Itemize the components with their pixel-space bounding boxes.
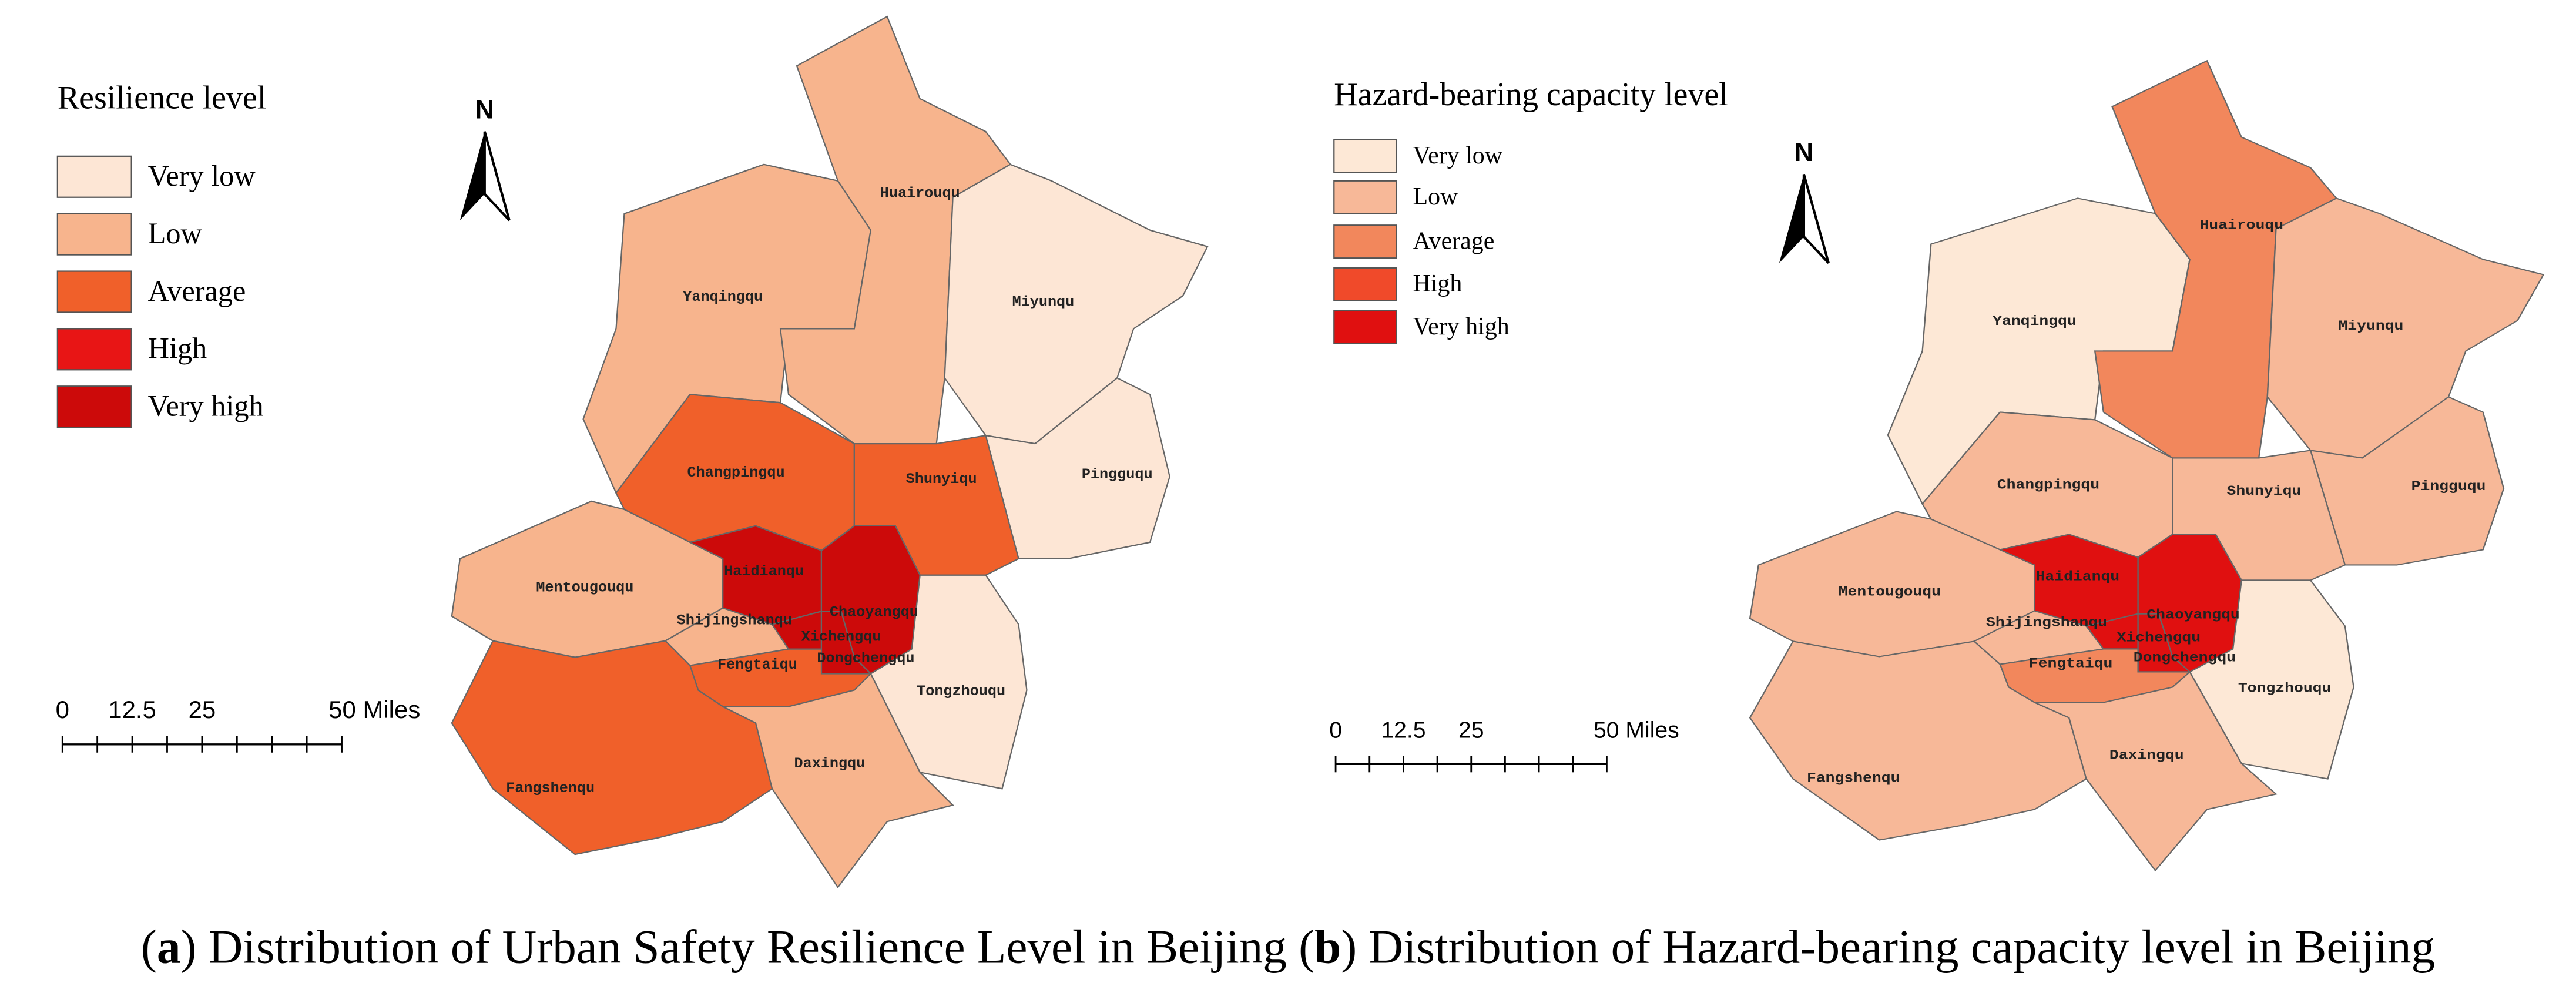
legend-label: High (1413, 270, 1462, 297)
north-arrow (1779, 174, 1804, 263)
district-label: Fangshenqu (506, 780, 595, 797)
scale-label: 50 Miles (1594, 718, 1679, 743)
district-label: Shijingshanqu (1986, 615, 2107, 630)
north-label: N (475, 96, 494, 125)
district-label: Xichengqu (801, 629, 881, 646)
district-label: Miyunqu (2338, 318, 2403, 334)
scale-label: 50 Miles (328, 696, 420, 723)
scale-label: 25 (1458, 718, 1484, 743)
district-label: Yanqingqu (1993, 314, 2077, 329)
legend-title: Hazard-bearing capacity level (1334, 76, 1728, 113)
district-label: Chaoyangqu (2146, 608, 2239, 623)
district-label: Daxingqu (794, 755, 866, 772)
district-label: Fangshenqu (1807, 771, 1900, 786)
scale-label: 12.5 (108, 696, 156, 723)
scale-label: 12.5 (1381, 718, 1425, 743)
legend-label: Very low (1413, 142, 1502, 169)
district-label: Pingguqu (2411, 479, 2486, 494)
district-label: Xichengqu (2117, 630, 2201, 646)
district-label: Haidianqu (724, 563, 804, 580)
district-label: Dongchengqu (2134, 650, 2236, 666)
legend-swatch (1333, 310, 1397, 344)
scale-label: 0 (1329, 718, 1342, 743)
legend-swatch (56, 155, 132, 198)
caption-part: b (1314, 921, 1341, 974)
map: Yanqingqu Huairouqu Miyunqu Pingguqu Changpi… (1749, 59, 2545, 872)
district-label: Mentougouqu (536, 579, 633, 596)
legend-label: High (148, 332, 207, 365)
legend-swatch (56, 385, 132, 428)
district (722, 672, 954, 888)
caption: (a) Distribution of Urban Safety Resilie… (141, 921, 2435, 974)
district-label: Shunyiqu (2227, 484, 2302, 499)
caption-part: ) Distribution of Urban Safety Resilienc… (180, 921, 1314, 974)
district-label: Haidianqu (2036, 569, 2120, 585)
district-label: Huairouqu (880, 185, 960, 202)
district (2034, 670, 2278, 872)
north-arrow (459, 131, 485, 220)
legend-label: Low (1413, 183, 1458, 210)
district-label: Fengtaiqu (2029, 656, 2113, 672)
district-label: Huairouqu (2199, 218, 2283, 233)
legend-label: Very low (148, 159, 256, 192)
legend-swatch (56, 328, 132, 371)
district-label: Miyunqu (1012, 293, 1075, 310)
district-label: Yanqingqu (683, 289, 763, 306)
caption-part: ( (141, 921, 157, 974)
legend-title: Resilience level (58, 80, 266, 116)
district-label: Changpingqu (687, 464, 785, 481)
legend-swatch (1333, 267, 1397, 301)
scale-label: 25 (189, 696, 216, 723)
caption-part: ) Distribution of Hazard-bearing capacit… (1341, 921, 2435, 974)
legend-swatch (1333, 224, 1397, 259)
north-arrow (483, 131, 511, 222)
district-label: Fengtaiqu (717, 656, 797, 673)
district (944, 163, 1209, 445)
legend-label: Low (148, 217, 203, 250)
north-arrow (1802, 174, 1830, 264)
north-label: N (1795, 138, 1813, 167)
legend-label: Average (148, 274, 246, 307)
scale-label: 0 (56, 696, 69, 723)
district-label: Shijingshanqu (677, 612, 792, 629)
legend-swatch (1333, 139, 1397, 173)
legend-label: Average (1413, 228, 1494, 255)
district-label: Mentougouqu (1839, 585, 1941, 600)
legend-swatch (56, 270, 132, 313)
district-label: Pingguqu (1082, 466, 1153, 483)
district-label: Dongchengqu (817, 650, 914, 667)
district-label: Tongzhouqu (917, 683, 1005, 700)
legend-label: Very high (1413, 313, 1509, 340)
district-label: Daxingqu (2109, 748, 2184, 763)
map: Yanqingqu Huairouqu Miyunqu Pingguqu Changpi… (451, 15, 1209, 888)
district-label: Tongzhouqu (2238, 681, 2331, 696)
legend-swatch (56, 213, 132, 256)
district (2266, 197, 2545, 459)
legend-label: Very high (148, 390, 264, 422)
caption-part: a (157, 921, 181, 974)
district-label: Chaoyangqu (830, 604, 918, 621)
legend-swatch (1333, 180, 1397, 214)
district-label: Changpingqu (1997, 478, 2099, 493)
district-label: Shunyiqu (906, 471, 977, 488)
